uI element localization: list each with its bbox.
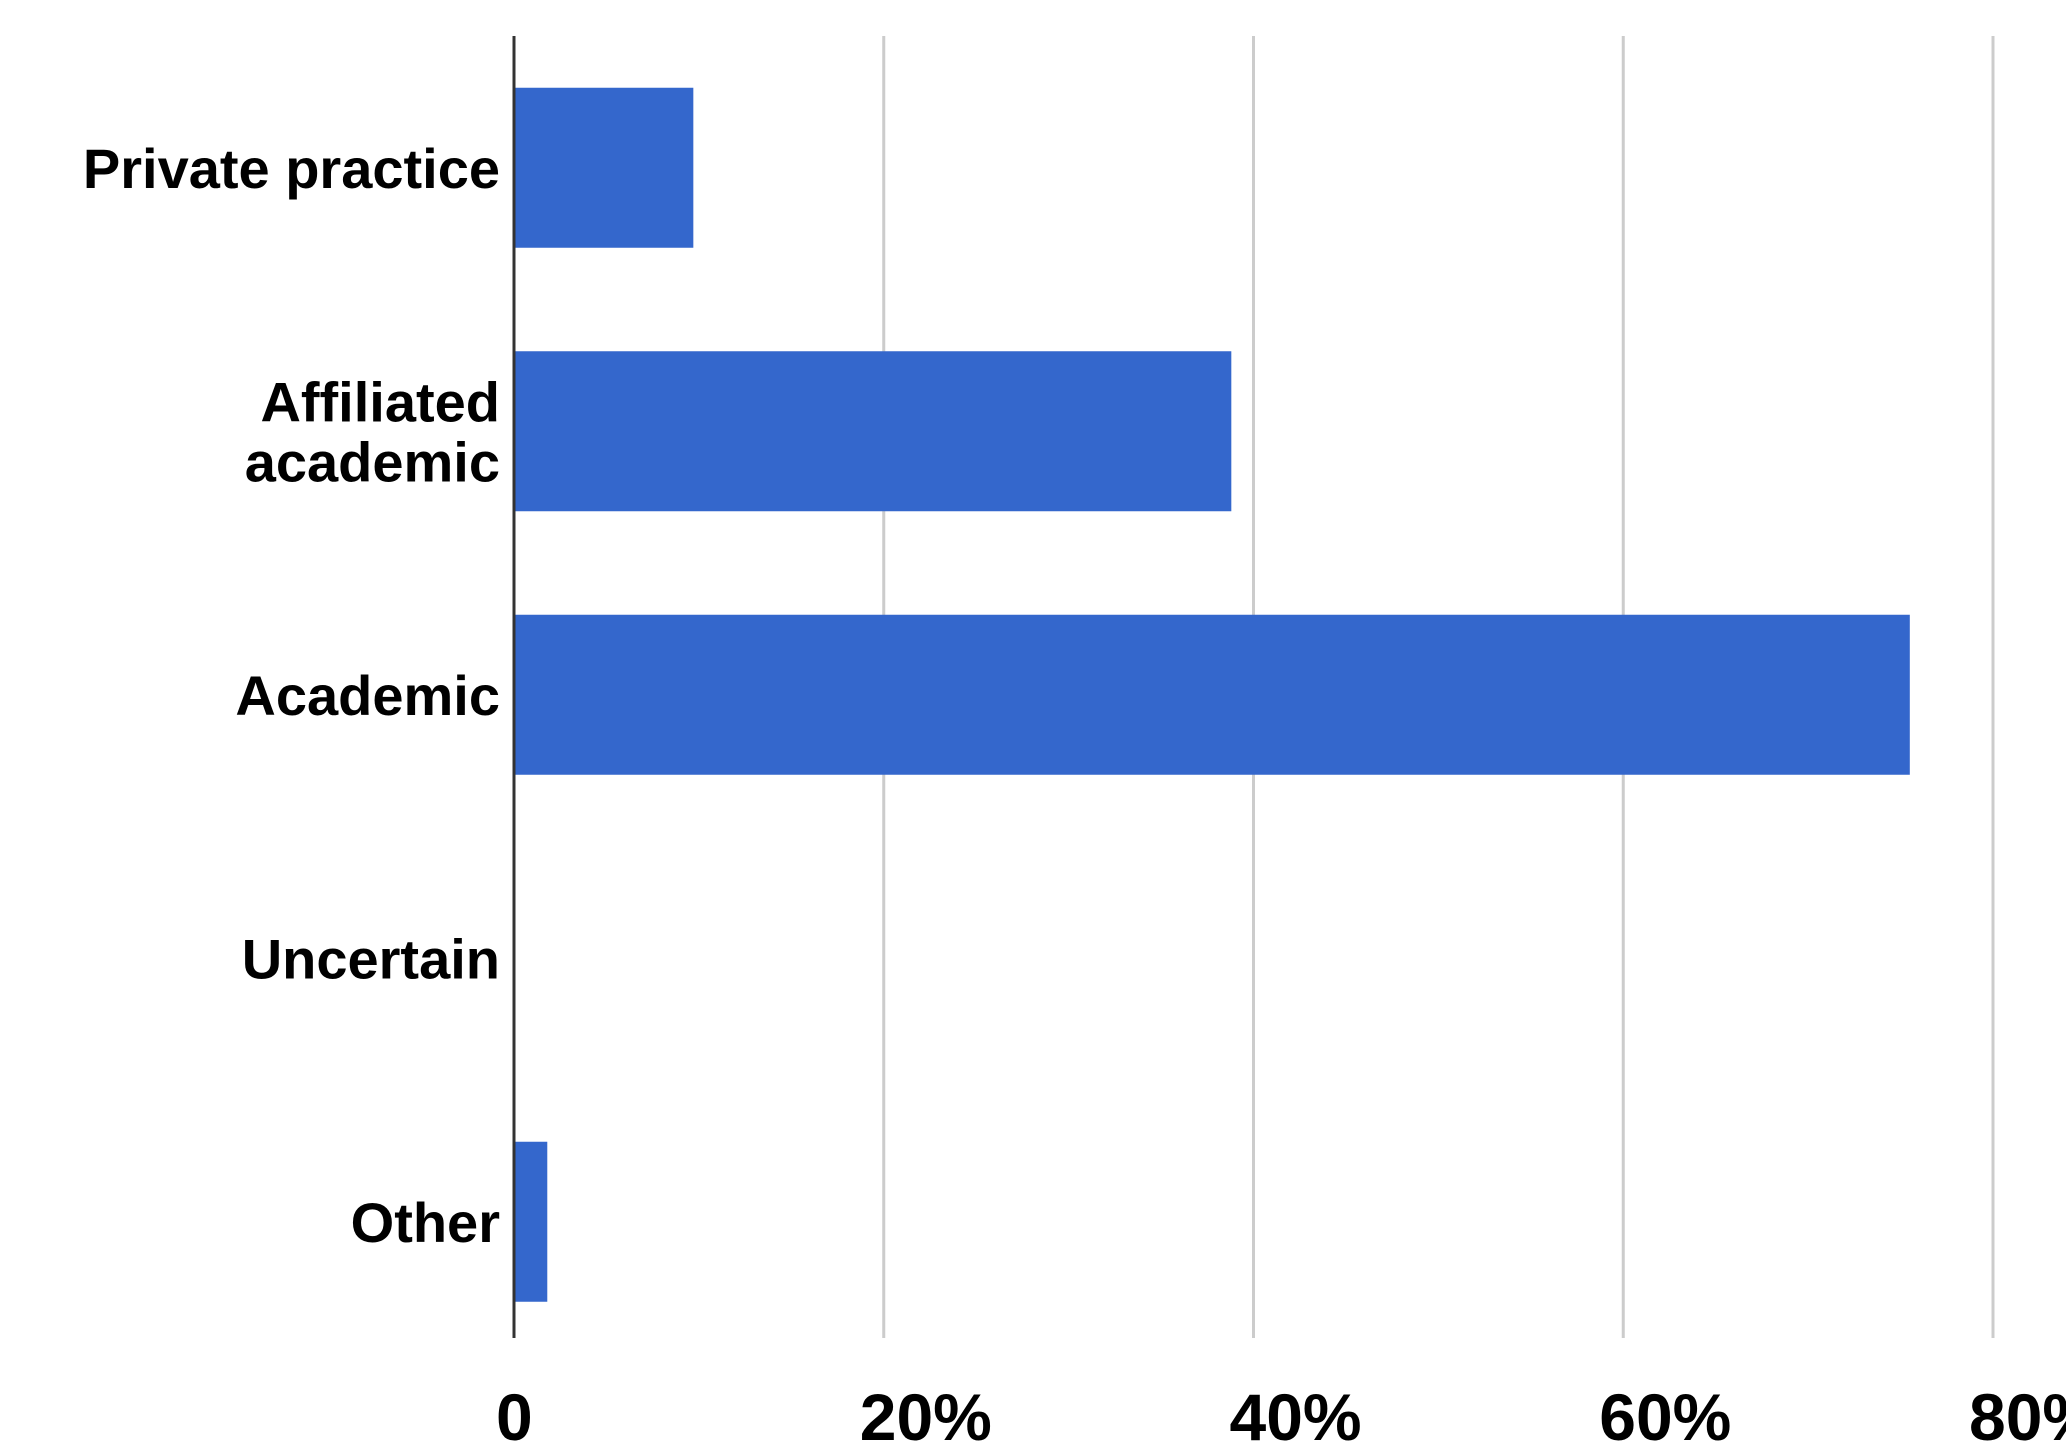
category-label-2: Academic: [235, 664, 500, 727]
category-label-line: Other: [351, 1191, 500, 1254]
category-label-line: academic: [245, 430, 500, 493]
category-label-3: Uncertain: [242, 927, 500, 990]
category-labels: Private practice Affiliated academic Academ…: [83, 137, 500, 1254]
bars: [514, 87, 1910, 1302]
category-label-line: Affiliated: [260, 370, 500, 433]
bar-0: [514, 87, 694, 248]
x-tick-label-1: 20%: [860, 1380, 992, 1445]
x-tick-label-4: 80%: [1969, 1380, 2066, 1445]
x-tick-label-0: 0: [496, 1380, 533, 1445]
bar-4: [514, 1141, 548, 1302]
category-label-line: Private practice: [83, 137, 500, 200]
x-tick-label-3: 60%: [1599, 1380, 1731, 1445]
x-tick-labels: 0 20% 40% 60% 80%: [496, 1380, 2066, 1445]
bar-1: [514, 351, 1232, 512]
x-tick-label-2: 40%: [1230, 1380, 1362, 1445]
category-label-line: Academic: [235, 664, 500, 727]
category-label-4: Other: [351, 1191, 500, 1254]
category-label-0: Private practice: [83, 137, 500, 200]
bar-2: [514, 614, 1910, 775]
category-label-1: Affiliated academic: [245, 370, 500, 493]
category-label-line: Uncertain: [242, 927, 500, 990]
